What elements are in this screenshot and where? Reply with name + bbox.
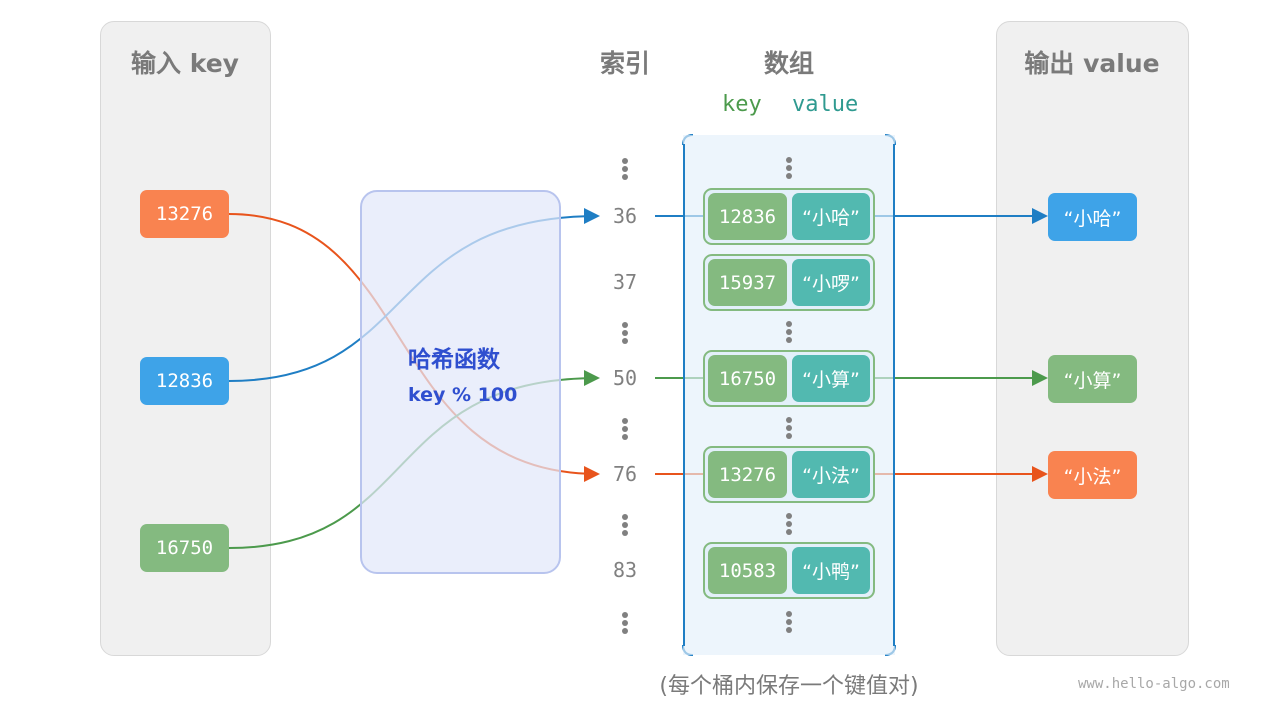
key-label: key [722, 92, 762, 117]
ellipsis-icon [622, 418, 628, 442]
ellipsis-icon [622, 322, 628, 346]
entry-key: 12836 [708, 193, 787, 240]
index-label: 50 [612, 366, 638, 390]
entry-value: “小法” [792, 451, 870, 498]
bucket-entry: 10583 “小鸭” [703, 542, 875, 599]
index-label: 76 [612, 462, 638, 486]
output-title: 输出 value [1024, 49, 1160, 78]
entry-key: 16750 [708, 355, 787, 402]
output-value: “小法” [1048, 451, 1137, 499]
input-key: 16750 [140, 524, 229, 572]
watermark: www.hello-algo.com [1078, 676, 1230, 692]
output-value: “小哈” [1048, 193, 1137, 241]
entry-value: “小算” [792, 355, 870, 402]
hash-function-title: 哈希函数 [408, 347, 500, 373]
entry-key: 13276 [708, 451, 787, 498]
input-title: 输入 key [131, 49, 239, 78]
ellipsis-icon [622, 514, 628, 538]
input-key: 13276 [140, 190, 229, 238]
entry-value: “小鸭” [792, 547, 870, 594]
entry-value: “小哈” [792, 193, 870, 240]
value-label: value [792, 92, 859, 117]
bucket-entry: 13276 “小法” [703, 446, 875, 503]
hash-function-label: 哈希函数 key % 100 [361, 340, 560, 406]
caption: (每个桶内保存一个键值对) [659, 674, 919, 699]
bucket-entry: 15937 “小啰” [703, 254, 875, 311]
ellipsis-icon [786, 321, 792, 345]
ellipsis-icon [786, 157, 792, 181]
hash-function-box [360, 190, 561, 574]
array-title: 数组 [763, 49, 814, 78]
bucket-entry: 16750 “小算” [703, 350, 875, 407]
ellipsis-icon [786, 417, 792, 441]
ellipsis-icon [622, 612, 628, 636]
ellipsis-icon [786, 513, 792, 537]
index-label: 83 [612, 558, 638, 582]
ellipsis-icon [786, 611, 792, 635]
ellipsis-icon [622, 158, 628, 182]
output-panel [996, 21, 1189, 656]
output-value: “小算” [1048, 355, 1137, 403]
index-title: 索引 [599, 49, 650, 78]
input-key: 12836 [140, 357, 229, 405]
index-label: 37 [612, 270, 638, 294]
entry-key: 15937 [708, 259, 787, 306]
entry-key: 10583 [708, 547, 787, 594]
index-label: 36 [612, 204, 638, 228]
entry-value: “小啰” [792, 259, 870, 306]
hash-function-formula: key % 100 [408, 384, 518, 406]
bucket-entry: 12836 “小哈” [703, 188, 875, 245]
